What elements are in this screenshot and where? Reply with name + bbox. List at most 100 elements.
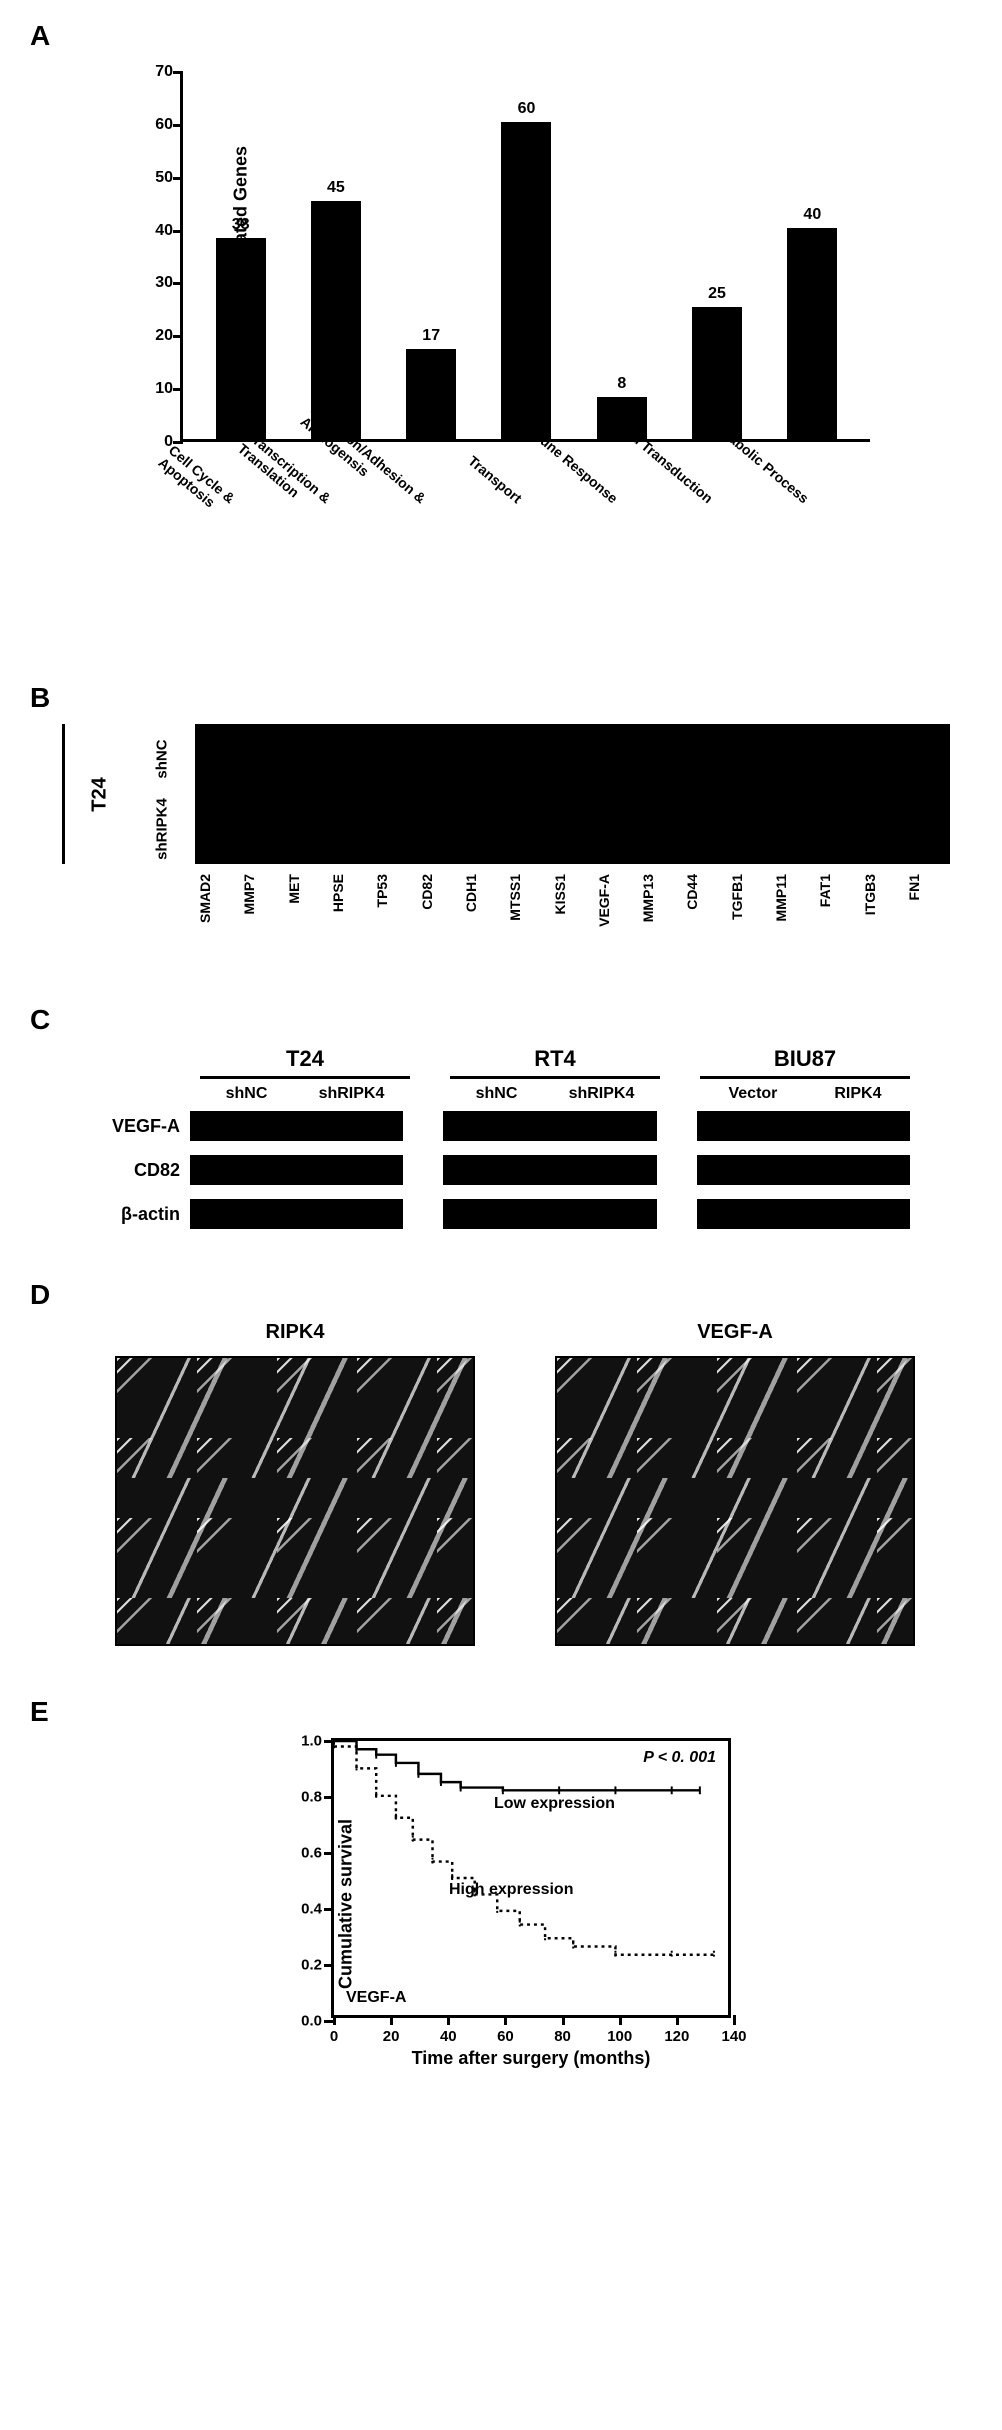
panel-d: D RIPK4 VEGF-A <box>30 1279 972 1646</box>
panel-c-column: RT4shNCshRIPK4 <box>450 1046 660 1111</box>
panel-c-target-label: β-actin <box>90 1204 190 1225</box>
panel-e-xticklabel: 100 <box>607 2028 632 2045</box>
panel-c-conditions: Vector RIPK4 <box>700 1085 910 1103</box>
panel-e-xtick <box>733 2015 736 2025</box>
panel-c-target-label: CD82 <box>90 1160 190 1181</box>
panel-a-ytick <box>173 177 183 180</box>
panel-c-condition: shNC <box>476 1085 518 1103</box>
panel-b-gene: ITGB3 <box>862 874 904 954</box>
panel-a-bar-value: 45 <box>327 179 345 197</box>
panel-b-gene: MMP11 <box>773 874 815 954</box>
panel-e-ytick <box>324 1964 334 1967</box>
panel-b-gene: CDH1 <box>463 874 505 954</box>
panel-e-pvalue: P < 0. 001 <box>643 1749 716 1767</box>
panel-c-blot-row: β-actin <box>90 1199 910 1229</box>
panel-c-blot-band <box>190 1155 403 1185</box>
panel-a-ytick <box>173 71 183 74</box>
panel-a-ytick <box>173 282 183 285</box>
panel-b-label: B <box>30 682 972 714</box>
panel-b-gene: MTSS1 <box>507 874 549 954</box>
panel-c-blot-band <box>190 1111 403 1141</box>
panel-c-cellline: BIU87 <box>700 1046 910 1079</box>
panel-b-gene: KISS1 <box>552 874 594 954</box>
panel-c-target-label: VEGF-A <box>90 1116 190 1137</box>
panel-e-yticklabel: 0.2 <box>284 1957 322 1974</box>
panel-c-conditions: shNC shRIPK4 <box>200 1085 410 1103</box>
panel-c-content: T24shNCshRIPK4RT4shNCshRIPK4BIU87VectorR… <box>90 1046 910 1229</box>
panel-c-blot-row: VEGF-A <box>90 1111 910 1141</box>
panel-b-gene: HPSE <box>330 874 372 954</box>
panel-e-xticklabel: 60 <box>497 2028 514 2045</box>
panel-c-blot-band <box>443 1155 656 1185</box>
panel-a-bar-value: 17 <box>422 327 440 345</box>
panel-c-condition: RIPK4 <box>834 1085 881 1103</box>
panel-c-condition: shRIPK4 <box>319 1085 385 1103</box>
panel-a-bar-rect <box>216 238 266 439</box>
panel-a-ytick <box>173 124 183 127</box>
panel-a-ytick <box>173 230 183 233</box>
panel-e-ytick <box>324 1908 334 1911</box>
panel-b-gene: CD82 <box>419 874 461 954</box>
panel-c-condition: shRIPK4 <box>569 1085 635 1103</box>
panel-d-image-title: RIPK4 <box>115 1321 475 1344</box>
panel-c-blot-strip <box>190 1111 910 1141</box>
panel-e-xlabel: Time after surgery (months) <box>331 2048 731 2069</box>
panel-e-xticklabel: 40 <box>440 2028 457 2045</box>
panel-d-label: D <box>30 1279 972 1311</box>
panel-e-plot-area: P < 0. 001 Low expression High expressio… <box>331 1738 731 2018</box>
panel-a-label: A <box>30 20 972 52</box>
panel-e-yticklabel: 0.6 <box>284 1845 322 1862</box>
panel-e-xtick <box>619 2015 622 2025</box>
panel-c-headers: T24shNCshRIPK4RT4shNCshRIPK4BIU87VectorR… <box>200 1046 910 1111</box>
panel-e-xtick <box>562 2015 565 2025</box>
panel-a-yticklabel: 10 <box>138 380 173 398</box>
panel-c-blot-strip <box>190 1199 910 1229</box>
panel-e-yticklabel: 1.0 <box>284 1733 322 1750</box>
panel-a-bar-value: 8 <box>617 375 626 393</box>
panel-c-blot-band <box>190 1199 403 1229</box>
panel-c-condition: Vector <box>728 1085 777 1103</box>
panel-a-bar-rect <box>406 349 456 439</box>
panel-b-cellline: T24 <box>89 764 112 824</box>
panel-b-gene: FN1 <box>906 874 948 954</box>
panel-e-yticklabel: 0.4 <box>284 1901 322 1918</box>
panel-b-gene: MMP13 <box>640 874 682 954</box>
panel-e-xticklabel: 80 <box>554 2028 571 2045</box>
panel-e-yticklabel: 0.8 <box>284 1789 322 1806</box>
panel-a-bar: 38 <box>216 216 266 439</box>
panel-e-ytick <box>324 1796 334 1799</box>
panel-e-yticklabel: 0.0 <box>284 2013 322 2030</box>
panel-a-bar: 40 <box>787 206 837 439</box>
panel-c-blot-strip <box>190 1155 910 1185</box>
panel-c-condition: shNC <box>226 1085 268 1103</box>
panel-b-gene: FAT1 <box>817 874 859 954</box>
panel-a-bar-value: 38 <box>232 216 250 234</box>
panel-a-ytick <box>173 335 183 338</box>
panel-a-bar-value: 40 <box>803 206 821 224</box>
panel-a-plot-area: 3845176082540 010203040506070 <box>180 72 870 442</box>
panel-e-xticklabel: 120 <box>664 2028 689 2045</box>
panel-c-blot-band <box>697 1199 910 1229</box>
panel-d-image-col: VEGF-A <box>555 1321 915 1646</box>
panel-b-gene: TP53 <box>374 874 416 954</box>
panel-a-chart: Number of the Related Genes 384517608254… <box>110 62 870 632</box>
panel-a-bar-value: 60 <box>518 100 536 118</box>
panel-a: A Number of the Related Genes 3845176082… <box>30 20 972 632</box>
panel-d-image-title: VEGF-A <box>555 1321 915 1344</box>
panel-e-xtick <box>390 2015 393 2025</box>
panel-e-series-high-expression <box>334 1746 714 1954</box>
panel-b: B T24 shNC shRIPK4 SMAD2MMP7METHPSETP53C… <box>30 682 972 954</box>
panel-b-row-shnc: shNC <box>128 727 198 792</box>
panel-e-marker-label: VEGF-A <box>346 1989 406 2007</box>
panel-a-yticklabel: 0 <box>138 433 173 451</box>
panel-b-gene: SMAD2 <box>197 874 239 954</box>
panel-a-bar-rect <box>501 122 551 439</box>
panel-a-ytick <box>173 388 183 391</box>
panel-c-blots: VEGF-A CD82 β-actin <box>90 1111 910 1229</box>
panel-d-content: RIPK4 VEGF-A <box>90 1321 940 1646</box>
panel-e-xtick <box>676 2015 679 2025</box>
panel-c: C T24shNCshRIPK4RT4shNCshRIPK4BIU87Vecto… <box>30 1004 972 1229</box>
panel-c-column: T24shNCshRIPK4 <box>200 1046 410 1111</box>
panel-e-ytick <box>324 1740 334 1743</box>
panel-b-heatmap <box>195 724 950 864</box>
